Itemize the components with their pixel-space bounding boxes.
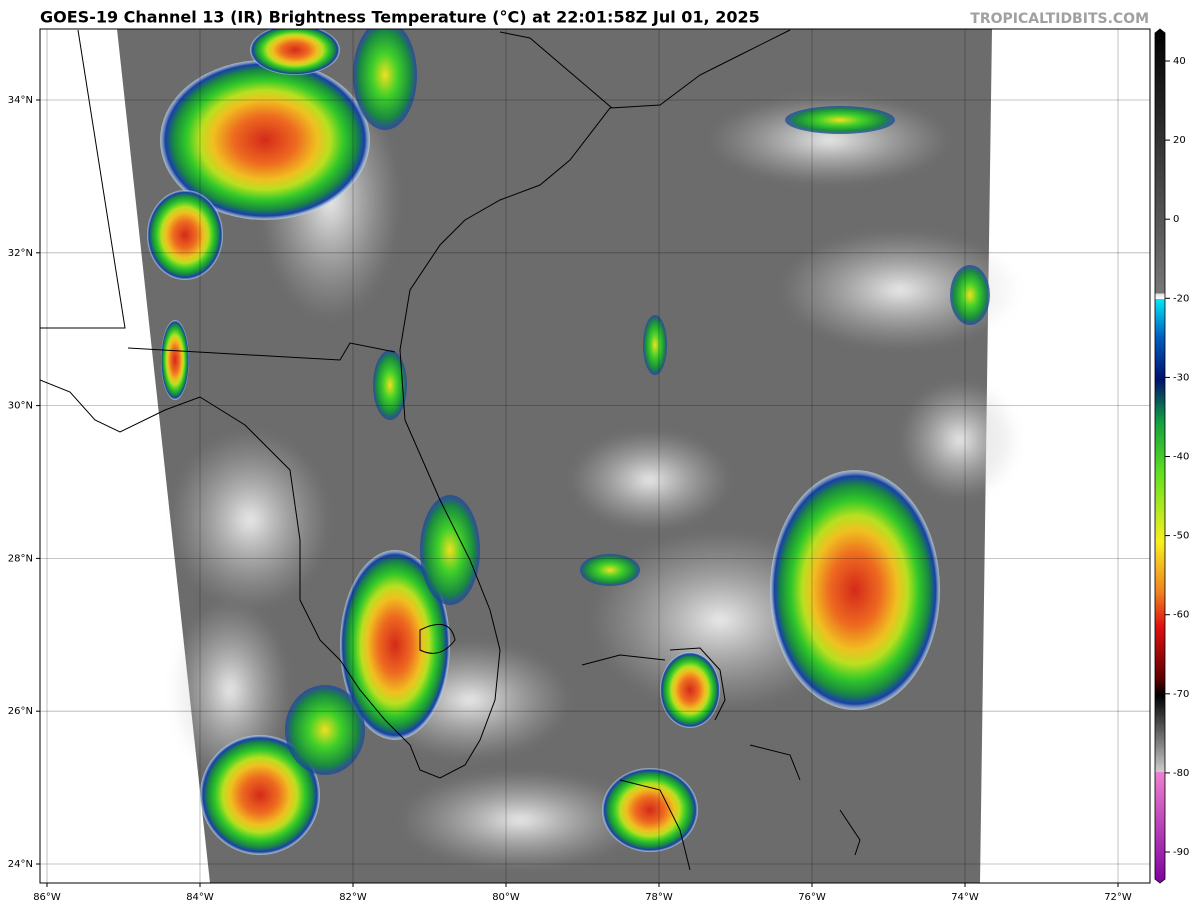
colorbar-label: 40	[1173, 56, 1186, 67]
lon-label: 80°W	[492, 892, 520, 903]
colorbar-label: 20	[1173, 135, 1186, 146]
map-frame	[39, 28, 1151, 884]
colorbar-label: -90	[1173, 847, 1189, 858]
lon-label: 78°W	[645, 892, 673, 903]
lat-label: 32°N	[8, 248, 33, 259]
colorbar-label: -70	[1173, 689, 1189, 700]
title: GOES-19 Channel 13 (IR) Brightness Tempe…	[40, 8, 760, 27]
colorbar-label: -20	[1173, 293, 1189, 304]
lon-label: 84°W	[186, 892, 214, 903]
lat-label: 26°N	[8, 706, 33, 717]
lon-label: 76°W	[798, 892, 826, 903]
colorbar-label: -30	[1173, 372, 1189, 383]
colorbar	[1154, 28, 1166, 884]
colorbar-label: -40	[1173, 452, 1189, 463]
satellite-image	[40, 29, 1150, 883]
lat-label: 28°N	[8, 553, 33, 564]
colorbar-label: -80	[1173, 768, 1189, 779]
colorbar-label: 0	[1173, 214, 1179, 225]
lon-label: 74°W	[951, 892, 979, 903]
watermark: TROPICALTIDBITS.COM	[970, 11, 1149, 27]
colorbar-label: -50	[1173, 531, 1189, 542]
lon-label: 72°W	[1104, 892, 1132, 903]
lon-label: 82°W	[339, 892, 367, 903]
lat-label: 24°N	[8, 859, 33, 870]
graticule	[36, 29, 1150, 887]
lat-label: 34°N	[8, 95, 33, 106]
lat-label: 30°N	[8, 401, 33, 412]
colorbar-label: -60	[1173, 610, 1189, 621]
lon-label: 86°W	[33, 892, 61, 903]
